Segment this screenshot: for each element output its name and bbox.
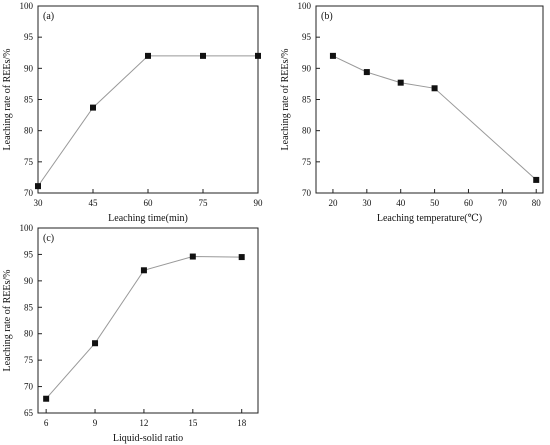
panel-label: (c) (43, 233, 54, 244)
panel-label: (a) (43, 11, 54, 22)
y-tick-label: 70 (302, 188, 312, 198)
y-tick-label: 65 (24, 408, 34, 418)
series-line (45, 255, 242, 400)
y-tick-label: 85 (302, 95, 312, 105)
plot-frame (37, 5, 259, 194)
y-tick-label: 90 (24, 63, 34, 73)
y-tick-label: 80 (24, 126, 34, 136)
y-tick-label: 70 (24, 188, 34, 198)
x-tick-label: 75 (199, 198, 209, 208)
y-tick-label: 100 (20, 1, 34, 11)
y-tick-label: 90 (302, 63, 312, 73)
y-axis-title: Leaching rate of REEs/% (2, 49, 13, 151)
y-tick-label: 85 (24, 302, 34, 312)
data-point-marker (397, 79, 404, 86)
x-tick-label: 45 (89, 198, 99, 208)
x-axis-title: Leaching time(min) (108, 213, 188, 224)
y-tick-label: 95 (24, 32, 34, 42)
x-tick-label: 30 (362, 198, 372, 208)
data-point-marker (329, 52, 336, 59)
x-axis-title: Leaching temperature(℃) (377, 213, 482, 224)
series-line (37, 55, 258, 187)
x-tick-label: 20 (328, 198, 338, 208)
data-point-marker (200, 52, 206, 59)
data-point-marker (90, 104, 96, 111)
x-tick-label: 6 (44, 418, 49, 428)
x-tick-label: 50 (430, 198, 440, 208)
y-axis-title: Leaching rate of REEs/% (280, 49, 291, 151)
y-tick-label: 90 (24, 276, 34, 286)
data-point-marker (35, 183, 41, 190)
series-line (332, 55, 537, 181)
x-tick-label: 9 (93, 418, 98, 428)
plot-frame (37, 227, 259, 414)
x-tick-label: 70 (498, 198, 508, 208)
y-tick-label: 75 (24, 157, 34, 167)
x-tick-label: 12 (139, 418, 148, 428)
y-tick-label: 80 (24, 329, 34, 339)
y-axis-title: Leaching rate of REEs/% (2, 270, 13, 372)
data-point-marker (238, 254, 245, 261)
panel-label: (b) (321, 11, 333, 22)
x-tick-label: 15 (188, 418, 198, 428)
y-tick-label: 95 (24, 249, 34, 259)
y-tick-label: 70 (24, 382, 34, 392)
data-point-marker (533, 176, 540, 183)
y-tick-label: 85 (24, 95, 34, 105)
data-point-marker (140, 267, 147, 274)
y-tick-label: 75 (302, 157, 312, 167)
x-tick-label: 80 (532, 198, 542, 208)
data-point-marker (363, 69, 370, 76)
data-point-marker (431, 85, 438, 92)
x-tick-label: 90 (254, 198, 264, 208)
x-axis-title: Liquid-solid ratio (113, 433, 183, 444)
x-tick-label: 60 (144, 198, 154, 208)
x-tick-label: 18 (237, 418, 247, 428)
y-tick-label: 95 (302, 32, 312, 42)
x-tick-label: 30 (34, 198, 44, 208)
plot-frame (315, 5, 544, 194)
y-tick-label: 80 (302, 126, 312, 136)
data-point-marker (255, 52, 261, 59)
data-point-marker (145, 52, 151, 59)
x-tick-label: 40 (396, 198, 406, 208)
data-point-marker (43, 395, 50, 402)
data-point-marker (92, 340, 99, 347)
data-point-marker (189, 253, 196, 260)
y-tick-label: 75 (24, 355, 34, 365)
x-tick-label: 60 (464, 198, 474, 208)
y-tick-label: 100 (298, 1, 312, 11)
y-tick-label: 100 (20, 223, 34, 233)
